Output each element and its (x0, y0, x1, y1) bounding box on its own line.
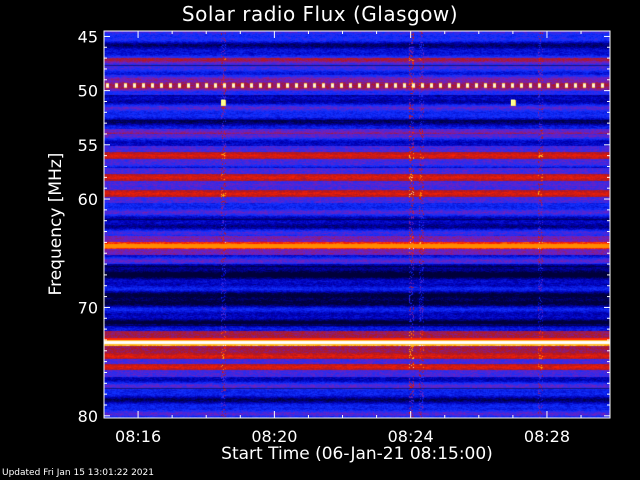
x-tick-label: 08:20 (251, 427, 297, 446)
y-tick-label: 45 (78, 27, 98, 46)
updated-timestamp: Updated Fri Jan 15 13:01:22 2021 (2, 468, 154, 478)
x-tick-label: 08:28 (524, 427, 570, 446)
y-tick-label: 80 (78, 407, 98, 426)
chart-title: Solar radio Flux (Glasgow) (181, 2, 459, 26)
y-tick-label: 50 (78, 82, 98, 101)
y-tick-label: 60 (78, 190, 98, 209)
y-axis-label: Frequency [MHz] (46, 152, 66, 296)
x-axis-label: Start Time (06-Jan-21 08:15:00) (221, 444, 493, 464)
x-tick-label: 08:24 (388, 427, 434, 446)
burst-marker (221, 99, 226, 106)
y-tick-label: 55 (78, 136, 98, 155)
burst-marker (510, 99, 515, 106)
x-tick-label: 08:16 (115, 427, 161, 446)
y-tick-label: 70 (78, 298, 98, 317)
heatmap-image (104, 31, 610, 418)
spectrogram-heatmap (104, 31, 610, 418)
chart-axes: 45 50 55 60 70 80 08:16 08:20 08:24 08:28 (78, 27, 611, 446)
plot-frame (103, 30, 611, 419)
